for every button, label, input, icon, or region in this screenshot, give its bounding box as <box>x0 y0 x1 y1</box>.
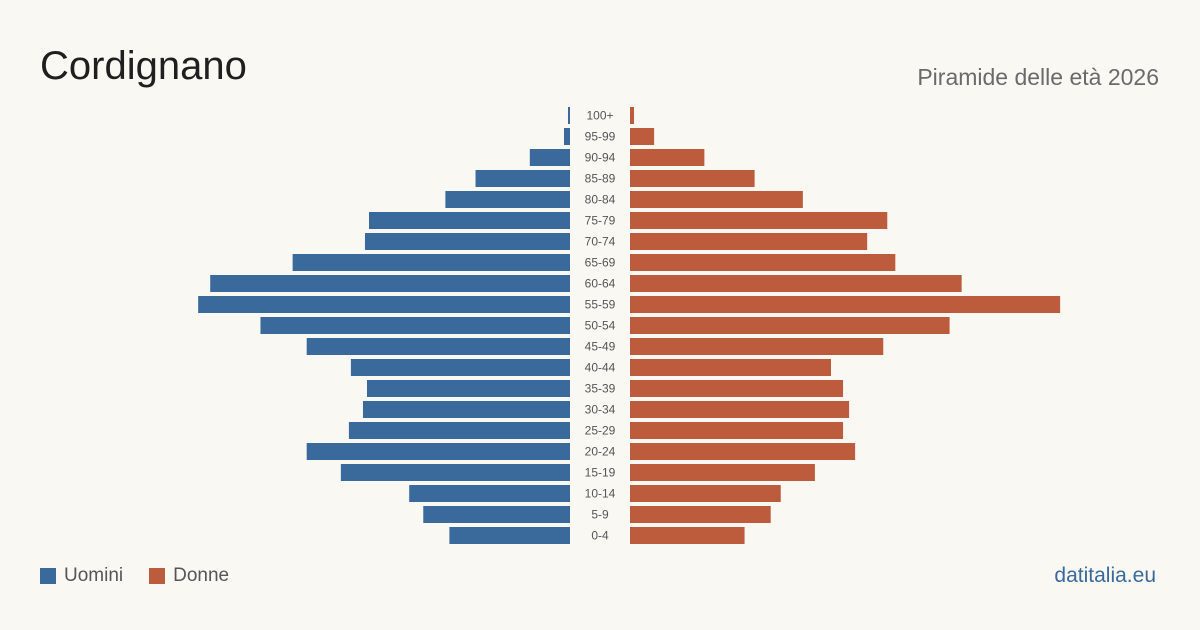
bar-men-0-4 <box>449 527 570 544</box>
bar-men-40-44 <box>350 359 570 376</box>
bar-men-20-24 <box>306 443 570 460</box>
bar-men-55-59 <box>198 296 570 313</box>
age-label-25-29: 25-29 <box>585 424 616 438</box>
bar-women-60-64 <box>630 275 962 292</box>
bar-men-5-9 <box>423 506 570 523</box>
age-label-90-94: 90-94 <box>585 151 616 165</box>
age-label-65-69: 65-69 <box>585 256 616 270</box>
legend-swatch-women <box>149 568 166 584</box>
bar-men-30-34 <box>362 401 570 418</box>
bar-men-25-29 <box>348 422 570 439</box>
bar-men-100+ <box>567 107 570 124</box>
age-label-95-99: 95-99 <box>585 130 616 144</box>
bar-men-65-69 <box>292 254 570 271</box>
age-label-0-4: 0-4 <box>591 529 609 543</box>
age-label-75-79: 75-79 <box>585 214 616 228</box>
bar-men-85-89 <box>475 170 570 187</box>
bar-women-100+ <box>630 107 635 124</box>
bar-men-35-39 <box>366 380 570 397</box>
age-label-10-14: 10-14 <box>585 487 616 501</box>
age-label-85-89: 85-89 <box>585 172 616 186</box>
legend-label-men: Uomini <box>64 565 124 586</box>
age-label-80-84: 80-84 <box>585 193 616 207</box>
age-label-70-74: 70-74 <box>585 235 616 249</box>
bar-men-15-19 <box>340 464 570 481</box>
bar-women-65-69 <box>630 254 896 271</box>
bar-men-90-94 <box>529 149 570 166</box>
bar-women-75-79 <box>630 212 888 229</box>
age-label-55-59: 55-59 <box>585 298 616 312</box>
bar-women-35-39 <box>630 380 844 397</box>
age-label-50-54: 50-54 <box>585 319 616 333</box>
bar-men-70-74 <box>364 233 570 250</box>
bar-women-50-54 <box>630 317 950 334</box>
age-label-20-24: 20-24 <box>585 445 616 459</box>
page-title: Cordignano <box>40 44 247 88</box>
chart-subtitle: Piramide delle età 2026 <box>917 64 1159 90</box>
bar-women-70-74 <box>630 233 868 250</box>
source-link[interactable]: datitalia.eu <box>1054 564 1156 587</box>
bar-women-25-29 <box>630 422 844 439</box>
age-label-15-19: 15-19 <box>585 466 616 480</box>
legend-label-women: Donne <box>173 565 230 586</box>
bar-men-50-54 <box>260 317 570 334</box>
age-label-30-34: 30-34 <box>585 403 616 417</box>
bar-men-45-49 <box>306 338 570 355</box>
bar-men-60-64 <box>210 275 570 292</box>
age-label-5-9: 5-9 <box>591 508 609 522</box>
legend-item-men: Uomini <box>40 564 123 588</box>
legend-swatch-men <box>40 568 56 584</box>
age-label-100+: 100+ <box>586 109 613 123</box>
bar-women-55-59 <box>630 296 1061 313</box>
bar-women-90-94 <box>630 149 705 166</box>
age-label-60-64: 60-64 <box>585 277 616 291</box>
bar-women-20-24 <box>630 443 856 460</box>
bar-women-80-84 <box>630 191 803 208</box>
bar-women-85-89 <box>630 170 755 187</box>
bar-men-10-14 <box>409 485 570 502</box>
bar-women-15-19 <box>630 464 815 481</box>
bar-women-40-44 <box>630 359 831 376</box>
age-label-35-39: 35-39 <box>585 382 616 396</box>
bar-women-45-49 <box>630 338 884 355</box>
bar-men-95-99 <box>563 128 570 145</box>
bar-women-5-9 <box>630 506 771 523</box>
chart-legend: Uomini Donne <box>40 564 255 588</box>
bar-men-80-84 <box>445 191 570 208</box>
legend-item-women: Donne <box>149 564 229 588</box>
bar-women-95-99 <box>630 128 655 145</box>
age-label-40-44: 40-44 <box>585 361 616 375</box>
age-label-45-49: 45-49 <box>585 340 616 354</box>
bar-women-0-4 <box>630 527 745 544</box>
bar-men-75-79 <box>369 212 570 229</box>
bar-women-10-14 <box>630 485 781 502</box>
bar-women-30-34 <box>630 401 850 418</box>
